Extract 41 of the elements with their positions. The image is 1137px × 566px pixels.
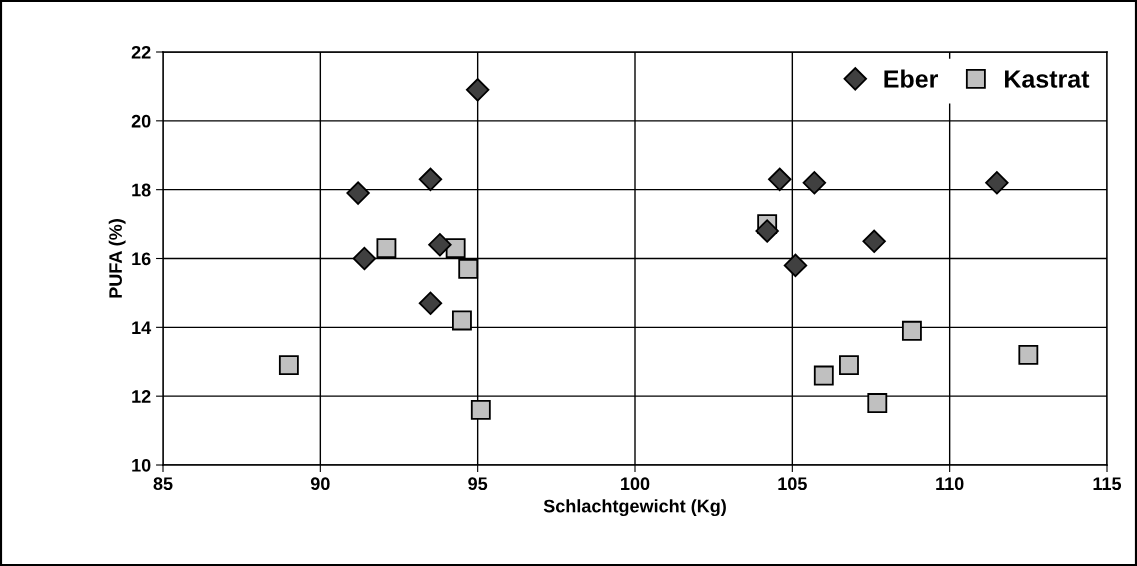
y-tick-label: 16 [132, 252, 151, 266]
point [768, 167, 792, 192]
legend-label: Kastrat [1005, 70, 1090, 88]
x-tick-label: 115 [1093, 477, 1122, 491]
y-tick-label: 20 [131, 114, 151, 128]
point [755, 219, 779, 243]
point [867, 393, 888, 413]
x-tick-label: 90 [310, 477, 330, 491]
point [470, 400, 491, 420]
y-axis-title: PUFA (%) [108, 219, 126, 298]
y-tick-label: 12 [132, 390, 151, 403]
point [428, 233, 452, 257]
point [458, 258, 479, 279]
point [445, 238, 466, 259]
point [418, 291, 443, 315]
point [278, 355, 299, 376]
point [802, 171, 827, 195]
point [985, 171, 1009, 195]
y-tick-label: 10 [132, 458, 151, 472]
point [901, 320, 922, 341]
point [352, 246, 377, 271]
point [839, 355, 859, 376]
x-tick-label: 95 [468, 477, 488, 491]
y-tick-label: 22 [131, 45, 151, 59]
point [452, 310, 472, 331]
x-tick-label: 110 [936, 477, 964, 491]
point [465, 78, 490, 102]
x-tick-label: 85 [153, 477, 173, 491]
point [783, 253, 808, 278]
point [813, 365, 834, 386]
point [418, 167, 443, 192]
point [346, 181, 370, 205]
x-axis-title: Schlachtgewicht (Kg) [543, 499, 726, 517]
x-tick-label: 100 [621, 477, 650, 491]
y-tick-label: 18 [132, 183, 151, 197]
y-tick-label: 14 [132, 321, 152, 334]
point [1018, 344, 1039, 365]
x-tick-label: 105 [778, 477, 807, 491]
legend-label: Eber [884, 69, 938, 88]
point [376, 238, 397, 259]
point [862, 229, 886, 253]
